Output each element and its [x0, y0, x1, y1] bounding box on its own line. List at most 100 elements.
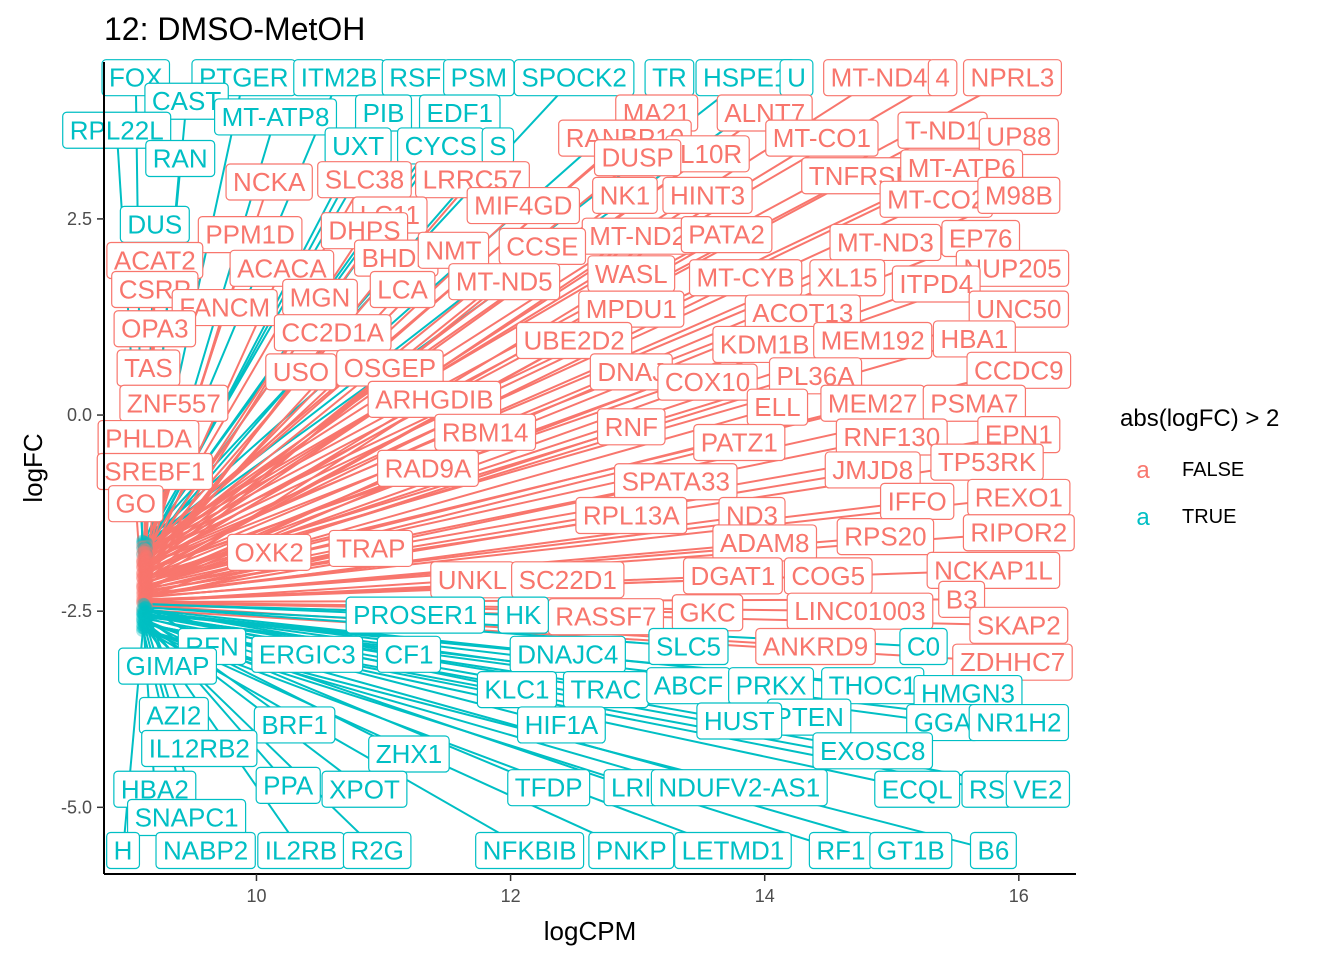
- gene-label: CCSE: [498, 227, 587, 265]
- gene-label-text: HMGN3: [921, 679, 1015, 709]
- data-point: [137, 607, 150, 620]
- data-point: [136, 581, 149, 594]
- data-point: [140, 581, 153, 594]
- gene-label: NFKBIB: [475, 831, 585, 870]
- gene-label-text: GO: [116, 489, 156, 519]
- data-point: [136, 610, 149, 623]
- data-point: [138, 617, 151, 630]
- x-tick-label: 14: [755, 886, 775, 906]
- gene-label: DNAJ: [589, 353, 673, 391]
- gene-label-box: [255, 766, 321, 804]
- axes: [103, 62, 1076, 875]
- data-point: [136, 603, 149, 616]
- gene-label-text: IL2RB: [265, 835, 337, 865]
- gene-label-box: [977, 176, 1061, 214]
- gene-label-text: HUST: [704, 706, 775, 736]
- data-point: [138, 583, 151, 596]
- gene-label-text: NPRL3: [971, 63, 1055, 93]
- data-point: [139, 583, 152, 596]
- gene-label-text: GIMAP: [126, 651, 210, 681]
- data-point: [138, 623, 151, 636]
- data-point: [139, 544, 152, 557]
- gene-label-text: EP76: [949, 224, 1013, 254]
- data-point: [140, 549, 153, 562]
- gene-label-box: [765, 119, 879, 157]
- gene-label: CC2D1A: [273, 314, 392, 352]
- gene-label: TFDP: [507, 769, 591, 807]
- data-point: [139, 600, 152, 613]
- data-point: [138, 589, 151, 602]
- gene-label-text: NCKAP1L: [934, 555, 1053, 585]
- label-connector: [146, 398, 435, 586]
- gene-label-box: [596, 408, 666, 446]
- gene-label-box: [62, 111, 172, 149]
- data-point: [137, 535, 150, 548]
- gene-label: COX10: [657, 363, 758, 401]
- gene-label-box: [515, 321, 633, 360]
- gene-label: TP53RK: [930, 443, 1044, 481]
- data-point: [138, 564, 151, 577]
- data-point: [137, 545, 150, 558]
- gene-label-box: [321, 770, 408, 808]
- gene-label: USO: [265, 353, 337, 391]
- gene-label-text: RF1: [816, 835, 865, 865]
- gene-label-text: MGN: [290, 282, 351, 312]
- gene-label: DNAJC4: [509, 635, 626, 673]
- data-point: [139, 539, 152, 552]
- gene-label: LCA: [369, 270, 436, 309]
- gene-label-text: OSGEP: [344, 353, 436, 383]
- gene-label-text: ACAT2: [114, 245, 196, 275]
- gene-label: PPM1D: [197, 215, 303, 254]
- gene-label: MT-CO2: [879, 180, 993, 218]
- data-point: [136, 553, 149, 566]
- gene-label: KDM1B: [712, 325, 818, 364]
- gene-label-text: UP88: [986, 122, 1051, 152]
- gene-label: PIB: [354, 94, 413, 132]
- gene-label-box: [836, 518, 935, 556]
- data-point: [139, 623, 152, 636]
- label-connector: [145, 367, 391, 582]
- gene-label-text: S: [489, 131, 506, 161]
- gene-label-text: HK: [505, 600, 542, 630]
- data-point: [139, 616, 152, 629]
- gene-label: NABP2: [155, 831, 256, 870]
- gene-label: SPOCK2: [513, 59, 635, 97]
- gene-label-box: [874, 770, 961, 808]
- gene-label-text: TFDP: [515, 773, 583, 803]
- data-point: [139, 543, 152, 556]
- gene-label-box: [926, 551, 1061, 589]
- gene-label: SKAP2: [969, 606, 1069, 644]
- data-point: [139, 589, 152, 602]
- data-point: [136, 540, 149, 553]
- gene-label: PRKX: [728, 667, 815, 705]
- gene-label-text: SC22D1: [519, 565, 617, 595]
- gene-label: RAD9A: [377, 449, 479, 487]
- gene-label-box: [650, 769, 828, 807]
- gene-label: HMGN3: [913, 674, 1023, 713]
- data-point: [140, 604, 153, 617]
- gene-label: PTGER: [191, 59, 297, 97]
- gene-label-text: PNKP: [596, 835, 667, 865]
- gene-label: TRAC: [562, 671, 649, 709]
- gene-label-text: ECQL: [882, 774, 953, 804]
- gene-label-box: [1005, 770, 1071, 808]
- data-point: [137, 597, 150, 610]
- gene-label-box: [171, 288, 278, 327]
- gene-label: MEM192: [813, 321, 933, 360]
- gene-label-box: [145, 139, 216, 178]
- gene-label-text: MT-ND2: [589, 221, 686, 251]
- data-point: [136, 556, 149, 569]
- gene-label: ELL: [746, 388, 809, 426]
- gene-label: ABCF: [646, 667, 731, 705]
- data-point: [136, 560, 149, 573]
- gene-label-text: M98B: [985, 180, 1053, 210]
- gene-label-text: NDUFV2-AS1: [658, 773, 820, 803]
- gene-label: RPS20: [836, 518, 935, 556]
- gene-label-text: XPOT: [329, 774, 400, 804]
- gene-label: HSPE1: [695, 59, 796, 97]
- gene-label-text: MT-ATP8: [222, 102, 330, 132]
- data-point: [140, 599, 153, 612]
- gene-label-box: [118, 647, 218, 685]
- gene-label-box: [962, 59, 1062, 97]
- gene-label: T-ND1: [897, 111, 988, 149]
